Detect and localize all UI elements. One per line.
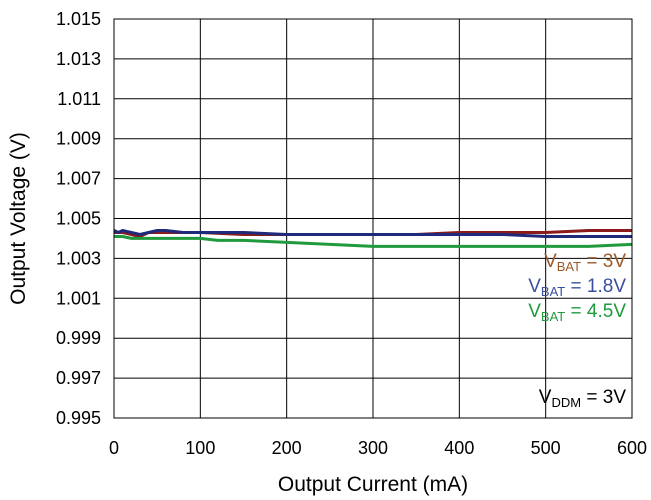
x-tick-label: 600 xyxy=(617,438,647,458)
y-tick-label: 0.997 xyxy=(56,368,101,388)
y-tick-label: 1.013 xyxy=(56,49,101,69)
x-tick-label: 400 xyxy=(444,438,474,458)
y-tick-label: 1.009 xyxy=(56,129,101,149)
y-tick-label: 1.001 xyxy=(56,288,101,308)
y-tick-label: 1.011 xyxy=(57,89,101,109)
y-tick-label: 1.007 xyxy=(56,169,101,189)
series-line-2 xyxy=(113,229,632,238)
series-line-3 xyxy=(114,235,633,248)
x-tick-label: 100 xyxy=(185,438,215,458)
legend-entry: VBAT = 3V xyxy=(544,251,626,274)
x-tick-labels: 0 100 200 300 400 500 600 xyxy=(109,438,647,458)
y-axis-title: Output Voltage (V) xyxy=(7,132,30,305)
x-axis-title: Output Current (mA) xyxy=(278,473,468,496)
grid xyxy=(114,19,632,418)
vddm-annotation: VDDM = 3V xyxy=(539,387,627,410)
series-group xyxy=(113,229,633,248)
vddm-label: VDDM = 3V xyxy=(539,387,627,410)
y-tick-label: 1.015 xyxy=(56,9,101,29)
y-tick-label: 0.995 xyxy=(56,408,101,428)
x-tick-label: 200 xyxy=(272,438,302,458)
x-tick-label: 500 xyxy=(531,438,561,458)
y-tick-label: 1.005 xyxy=(56,209,101,229)
y-tick-label: 0.999 xyxy=(56,328,101,348)
x-tick-label: 0 xyxy=(109,438,119,458)
plot-frame xyxy=(113,18,633,419)
y-tick-label: 1.003 xyxy=(56,248,101,268)
y-tick-labels: 0.995 0.997 0.999 1.001 1.003 1.005 1.007 1.009… xyxy=(56,9,101,428)
legend-entry: VBAT = 4.5V xyxy=(528,301,626,324)
x-tick-label: 300 xyxy=(358,438,388,458)
legend-entry: VBAT = 1.8V xyxy=(528,276,626,299)
